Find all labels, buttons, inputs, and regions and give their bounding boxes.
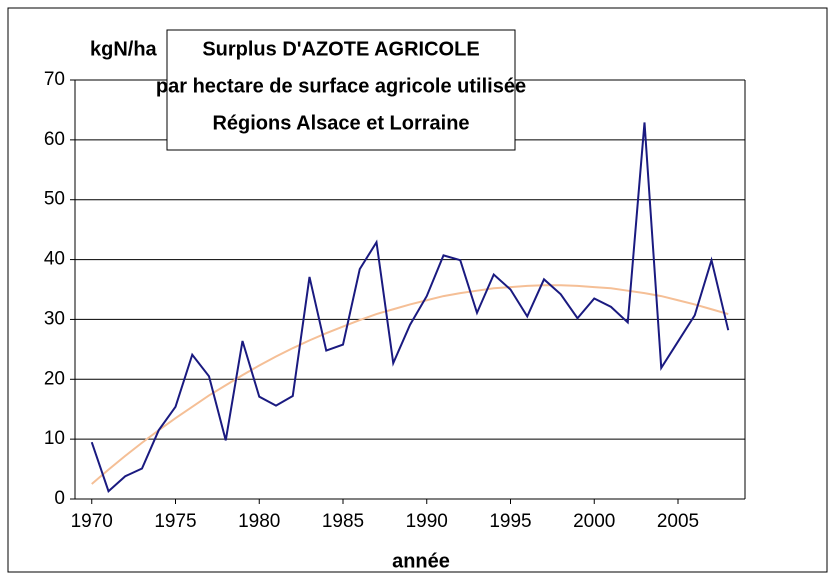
chart-title: Surplus D'AZOTE AGRICOLE <box>202 38 479 60</box>
y-tick-label: 10 <box>44 428 65 449</box>
x-tick-label: 1990 <box>406 511 448 532</box>
x-tick-label: 1995 <box>489 511 531 532</box>
y-tick-label: 0 <box>54 488 65 509</box>
chart-title: par hectare de surface agricole utilisée <box>156 75 526 97</box>
y-tick-label: 70 <box>44 69 65 90</box>
y-tick-label: 30 <box>44 308 65 329</box>
y-tick-label: 20 <box>44 368 65 389</box>
x-tick-label: 1985 <box>322 511 364 532</box>
title-box <box>166 29 516 151</box>
y-axis-label: kgN/ha <box>90 38 158 60</box>
x-tick-label: 2005 <box>657 511 699 532</box>
x-tick-label: 1970 <box>71 511 113 532</box>
x-tick-label: 2000 <box>573 511 615 532</box>
y-tick-label: 60 <box>44 129 65 150</box>
x-tick-label: 1975 <box>154 511 196 532</box>
series-line <box>90 122 730 493</box>
series-line <box>91 284 729 485</box>
y-tick-label: 40 <box>44 249 65 270</box>
chart-title: Régions Alsace et Lorraine <box>212 112 469 134</box>
x-tick-label: 1980 <box>238 511 280 532</box>
x-axis-label: année <box>392 550 450 572</box>
y-tick-label: 50 <box>44 189 65 210</box>
